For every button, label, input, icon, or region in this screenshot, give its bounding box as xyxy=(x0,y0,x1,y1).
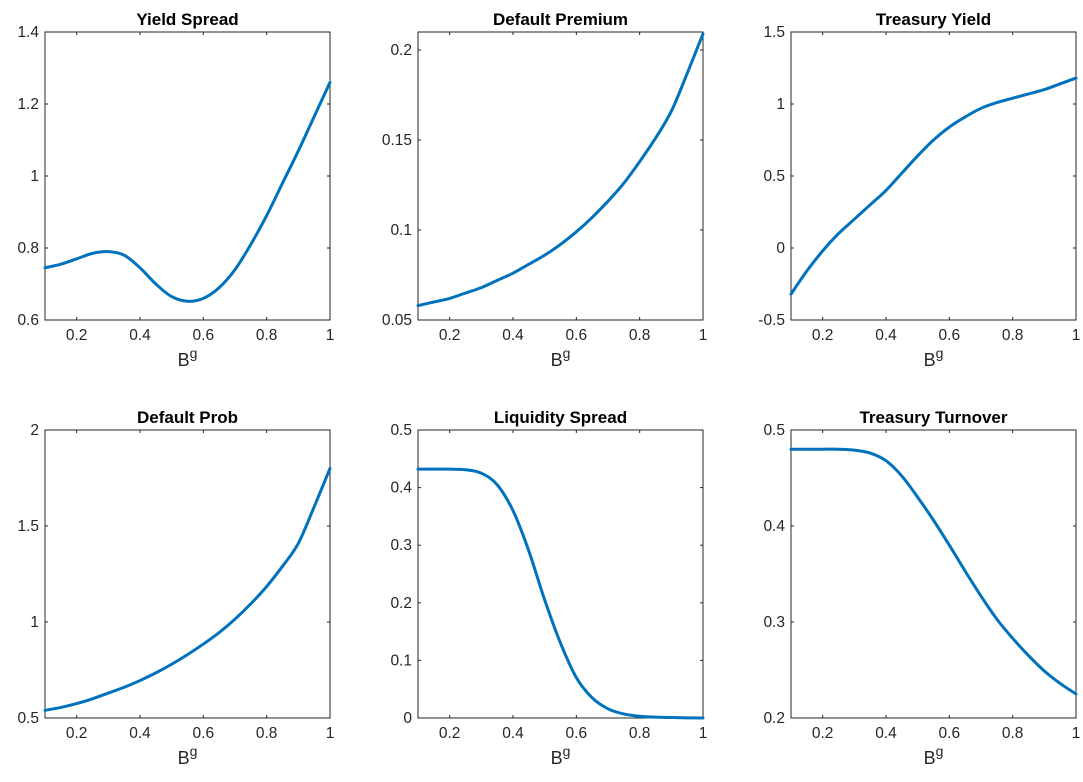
y-tick-label: 0 xyxy=(403,710,412,727)
x-axis-label: Bg xyxy=(178,743,198,768)
x-axis-label: Bg xyxy=(551,345,571,370)
series-line xyxy=(43,80,332,303)
x-axis-label: Bg xyxy=(924,345,944,370)
y-tick-label: 0.8 xyxy=(17,240,39,257)
plot-area xyxy=(790,429,1077,719)
x-tick-label: 0.4 xyxy=(502,327,524,344)
chart-title: Treasury Turnover xyxy=(859,408,1007,427)
x-tick-label: 0.8 xyxy=(1002,725,1024,742)
x-tick-label: 0.2 xyxy=(439,725,461,742)
y-tick-label: 0.6 xyxy=(17,312,39,329)
y-tick-label: 0.5 xyxy=(763,168,785,185)
x-tick-label: 0.4 xyxy=(875,327,897,344)
x-tick-label: 0.2 xyxy=(66,725,88,742)
x-tick-label: 0.4 xyxy=(502,725,524,742)
series-line xyxy=(416,467,705,720)
y-tick-label: 1.2 xyxy=(17,96,39,113)
x-tick-label: 0.2 xyxy=(812,725,834,742)
y-tick-label: 1 xyxy=(776,96,785,113)
y-tick-label: 1.5 xyxy=(763,24,785,41)
y-tick-label: 1.4 xyxy=(17,24,39,41)
y-tick-label: 0.05 xyxy=(382,312,412,329)
plot-area xyxy=(44,31,331,321)
x-tick-label: 0.6 xyxy=(193,725,215,742)
y-tick-label: 0.2 xyxy=(390,595,412,612)
y-tick-label: 0.4 xyxy=(390,480,412,497)
x-tick-label: 1 xyxy=(326,725,335,742)
x-tick-label: 0.2 xyxy=(66,327,88,344)
subplot-treasury-yield: Treasury Yield 0.2 0.4 0.6 0.8 1 -0.5 0 0.5 1 1.5 B… xyxy=(758,10,1080,370)
x-tick-label: 0.6 xyxy=(939,725,961,742)
y-tick-label: 0.3 xyxy=(763,614,785,631)
x-tick-label: 0.8 xyxy=(629,725,651,742)
x-tick-label: 0.6 xyxy=(566,327,588,344)
subplot-default-premium: Default Premium 0.2 0.4 0.6 0.8 1 0.05 0.1 0.15 0… xyxy=(382,10,707,370)
y-tick-label: 1 xyxy=(30,614,39,631)
y-tick-label: 0 xyxy=(776,240,785,257)
series-line xyxy=(789,76,1078,296)
y-tick-label: 0.15 xyxy=(382,132,412,149)
x-tick-label: 0.4 xyxy=(875,725,897,742)
x-tick-label: 1 xyxy=(1072,725,1081,742)
x-tick-label: 0.8 xyxy=(1002,327,1024,344)
chart-title: Treasury Yield xyxy=(876,10,991,29)
y-tick-label: 1 xyxy=(30,168,39,185)
x-tick-label: 1 xyxy=(326,327,335,344)
x-axis-label: Bg xyxy=(551,743,571,768)
chart-title: Yield Spread xyxy=(136,10,238,29)
y-tick-label: -0.5 xyxy=(758,312,785,329)
plot-area xyxy=(44,429,331,719)
x-tick-label: 0.8 xyxy=(256,725,278,742)
series-line xyxy=(789,447,1078,696)
x-tick-label: 0.2 xyxy=(812,327,834,344)
y-tick-label: 0.3 xyxy=(390,537,412,554)
y-tick-label: 0.2 xyxy=(763,710,785,727)
x-tick-label: 1 xyxy=(699,725,708,742)
chart-title: Default Prob xyxy=(137,408,238,427)
x-tick-label: 0.4 xyxy=(129,725,151,742)
y-tick-label: 2 xyxy=(30,422,39,439)
y-tick-label: 0.5 xyxy=(763,422,785,439)
x-tick-label: 0.6 xyxy=(939,327,961,344)
subplot-default-prob: Default Prob 0.2 0.4 0.6 0.8 1 0.5 1 1.5 2 Bg xyxy=(17,408,334,768)
plot-area xyxy=(417,31,704,321)
x-tick-label: 0.6 xyxy=(193,327,215,344)
chart-title: Default Premium xyxy=(493,10,628,29)
y-tick-label: 0.2 xyxy=(390,42,412,59)
plot-area xyxy=(790,31,1077,321)
subplot-liquidity-spread: Liquidity Spread 0.2 0.4 0.6 0.8 1 0 0.1 0.2 0.3 0… xyxy=(390,408,707,768)
x-tick-label: 0.6 xyxy=(566,725,588,742)
series-line xyxy=(416,32,705,308)
subplot-yield-spread: Yield Spread 0.2 0.4 0.6 0.8 1 0.6 0.8 1 1.2 1.4 Bg xyxy=(17,10,334,370)
x-tick-label: 1 xyxy=(699,327,708,344)
y-tick-label: 0.5 xyxy=(17,710,39,727)
plot-area xyxy=(417,429,704,719)
x-tick-label: 0.8 xyxy=(256,327,278,344)
chart-title: Liquidity Spread xyxy=(494,408,627,427)
series-line xyxy=(43,466,332,712)
y-tick-label: 1.5 xyxy=(17,518,39,535)
x-axis-label: Bg xyxy=(178,345,198,370)
y-tick-label: 0.1 xyxy=(390,222,412,239)
x-tick-label: 0.4 xyxy=(129,327,151,344)
x-tick-label: 0.8 xyxy=(629,327,651,344)
x-tick-label: 1 xyxy=(1072,327,1081,344)
y-tick-label: 0.5 xyxy=(390,422,412,439)
subplot-treasury-turnover: Treasury Turnover 0.2 0.4 0.6 0.8 1 0.2 0.3 0.4 0… xyxy=(763,408,1080,768)
x-axis-label: Bg xyxy=(924,743,944,768)
y-tick-label: 0.4 xyxy=(763,518,785,535)
x-tick-label: 0.2 xyxy=(439,327,461,344)
y-tick-label: 0.1 xyxy=(390,652,412,669)
